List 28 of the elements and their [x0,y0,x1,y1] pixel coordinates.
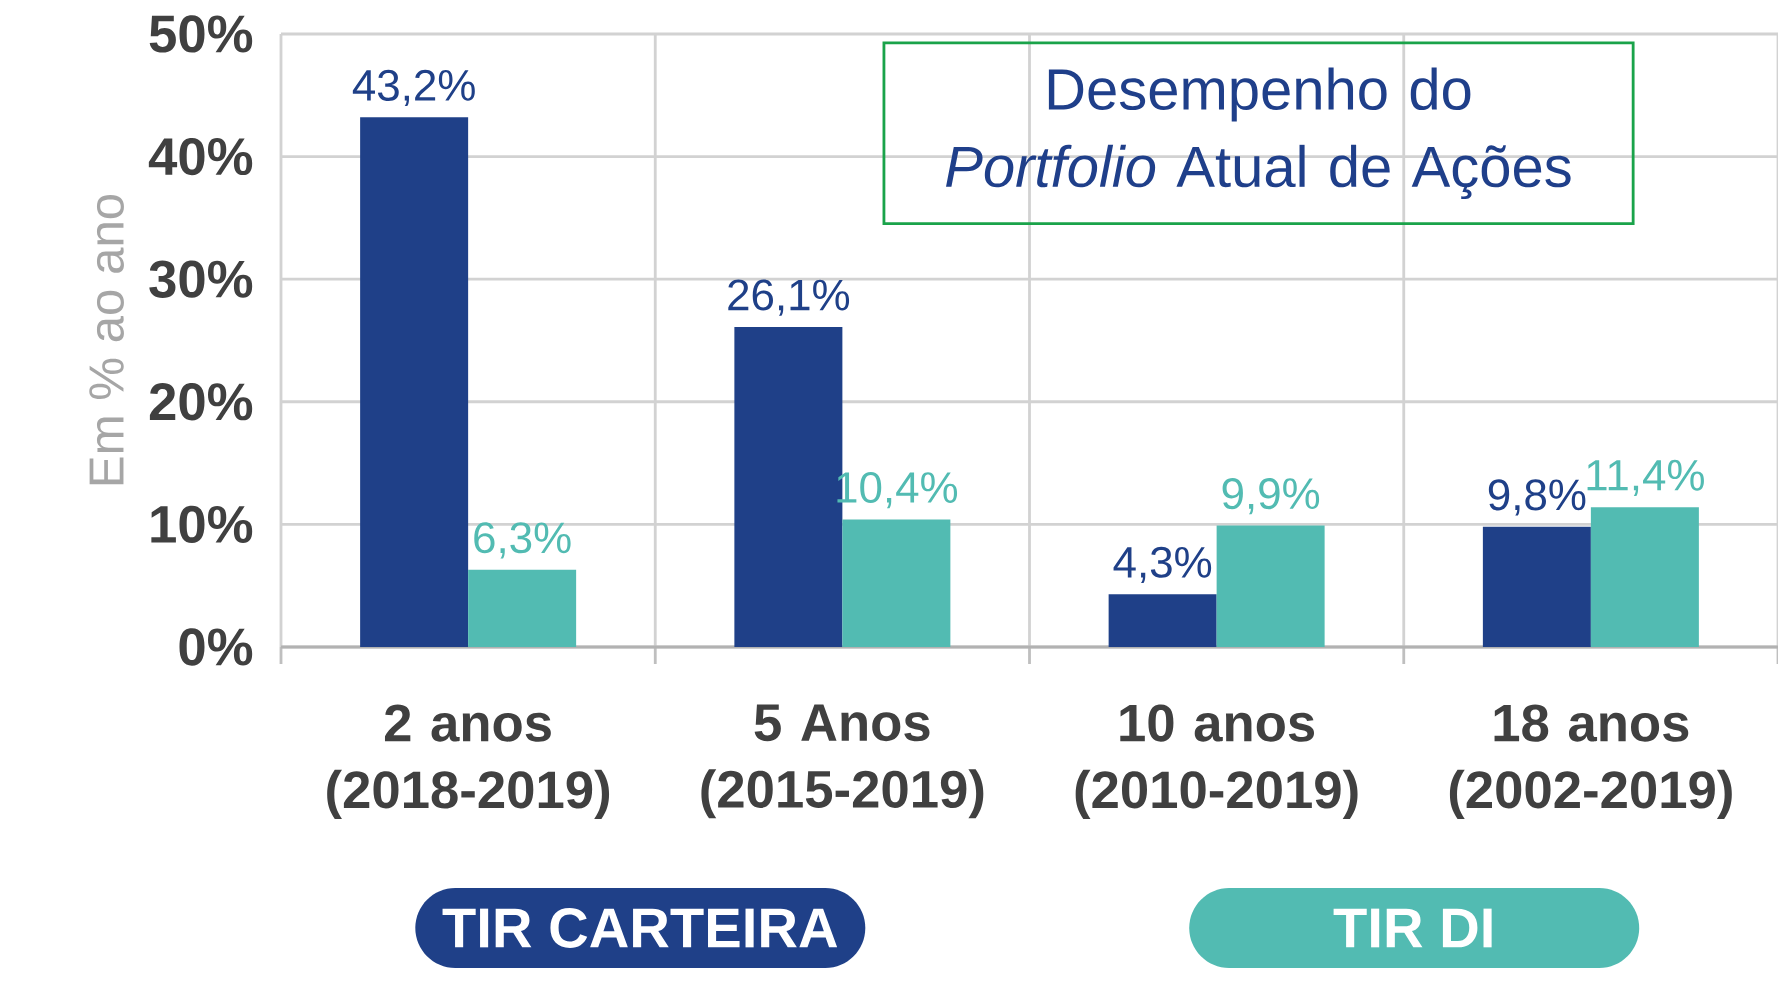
bar [842,519,951,647]
data-label: 9,8% [1488,479,1586,516]
bar [360,117,469,647]
bar [1216,525,1325,647]
data-label: 6,3% [474,522,571,559]
y-tick-label: 50% [149,15,253,53]
y-axis-title: Em % ao ano [89,194,124,485]
bar [1108,594,1217,647]
y-tick-label: 20% [149,383,253,421]
y-tick-label: 10% [151,505,253,544]
x-tick-label: 10 anos (2010-2019) [1075,704,1358,819]
bar [1482,526,1591,647]
text: TIR DI [1333,908,1492,948]
text: Desempenho do Portfolio Atual de Ações [946,67,1571,200]
data-label: 26,1% [728,279,850,316]
x-tick-label: 18 anos (2002-2019) [1449,704,1732,819]
y-tick-label: 30% [149,260,253,298]
bar [468,569,577,647]
text: TIR CARTEIRA [442,908,838,948]
x-tick-label: 2 anos (2018-2019) [327,704,610,819]
y-tick-label: 40% [148,137,253,176]
data-label: 9,9% [1222,478,1320,515]
data-label: 43,2% [352,69,475,107]
bar [1590,507,1699,647]
data-label: 4,3% [1113,546,1212,584]
x-tick-label: 5 Anos (2015-2019) [701,704,984,819]
y-tick-label: 0% [179,628,253,666]
data-label: 11,4% [1587,459,1704,496]
